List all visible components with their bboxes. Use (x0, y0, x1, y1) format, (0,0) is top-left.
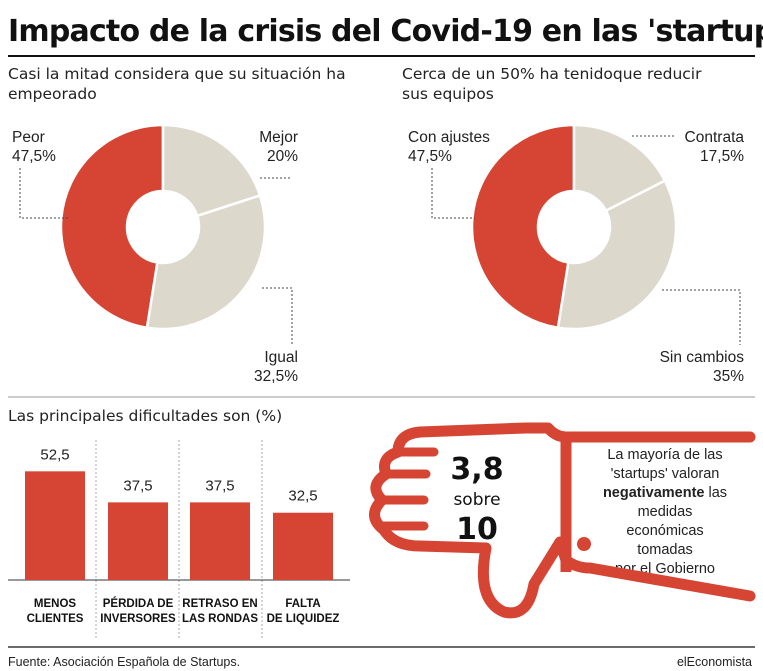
pie2-label-contrata: Contrata 17,5% (684, 129, 744, 165)
pie1-label-igual: Igual 32,5% (254, 349, 298, 385)
cuff-button (577, 537, 591, 551)
bar (273, 512, 333, 580)
finger-lines (377, 447, 439, 531)
score-max: 10 (456, 512, 498, 547)
rating-description: La mayoría de las 'startups' valoran neg… (602, 447, 728, 577)
bar-value-label: 52,5 (40, 446, 69, 463)
leader-line (662, 289, 741, 345)
pie2-title: Cerca de un 50% ha tenidoque reducir sus… (402, 65, 702, 103)
label-leaders (19, 135, 741, 346)
bar-value-label: 37,5 (205, 477, 234, 494)
main-title: Impacto de la crisis del Covid-19 en las… (8, 14, 763, 49)
pie2-label-sin-cambios: Sin cambios 35% (659, 349, 744, 385)
bar-chart: 52,5 MENOS CLIENTES 37,5 PÉRDIDA DE INVERSORE… (8, 440, 350, 640)
pie1 (59, 123, 267, 331)
bar (25, 471, 85, 580)
bar-category-label: INVERSORES (100, 613, 176, 625)
bar-category-label: FALTA (285, 598, 320, 610)
thumbs-down-icon (369, 422, 756, 619)
pie2-label-con-ajustes: Con ajustes 47,5% (408, 129, 490, 165)
bar-value-label: 32,5 (288, 488, 317, 505)
bar-category-label: MENOS (34, 598, 77, 610)
bar-value-label: 37,5 (123, 477, 152, 494)
pie2 (470, 123, 678, 331)
pie1-title: Casi la mitad considera que su situación… (8, 65, 346, 103)
pie1-slice-igual (145, 193, 267, 331)
footer-brand: elEconomista (676, 655, 752, 669)
score-sobre: sobre (453, 490, 501, 510)
footer-source: Fuente: Asociación Española de Startups. (8, 655, 241, 669)
pie2-slice-contrata (572, 123, 667, 213)
bar-title: Las principales dificultades son (%) (8, 407, 283, 425)
pie1-slice-peor (59, 123, 165, 330)
bar-category-label: DE LIQUIDEZ (267, 613, 340, 625)
score-value: 3,8 (450, 452, 504, 487)
leader-line (262, 287, 293, 346)
bar-category-label: LAS RONDAS (182, 613, 258, 625)
thumb-outline (369, 422, 756, 619)
bar-category-label: PÉRDIDA DE (103, 597, 174, 610)
pie1-slice-mejor (161, 123, 262, 218)
bar (108, 502, 168, 580)
bar-category-label: CLIENTES (27, 613, 84, 625)
leader-line (19, 168, 68, 219)
bar (190, 502, 250, 580)
pie1-label-mejor: Mejor 20% (259, 129, 298, 165)
pie2-slice-con-ajustes (470, 123, 576, 330)
leader-line (431, 168, 475, 219)
pie2-slice-sin-cambios (556, 179, 678, 331)
bar-category-label: RETRASO EN (182, 598, 257, 610)
pie1-label-peor: Peor 47,5% (12, 129, 56, 165)
